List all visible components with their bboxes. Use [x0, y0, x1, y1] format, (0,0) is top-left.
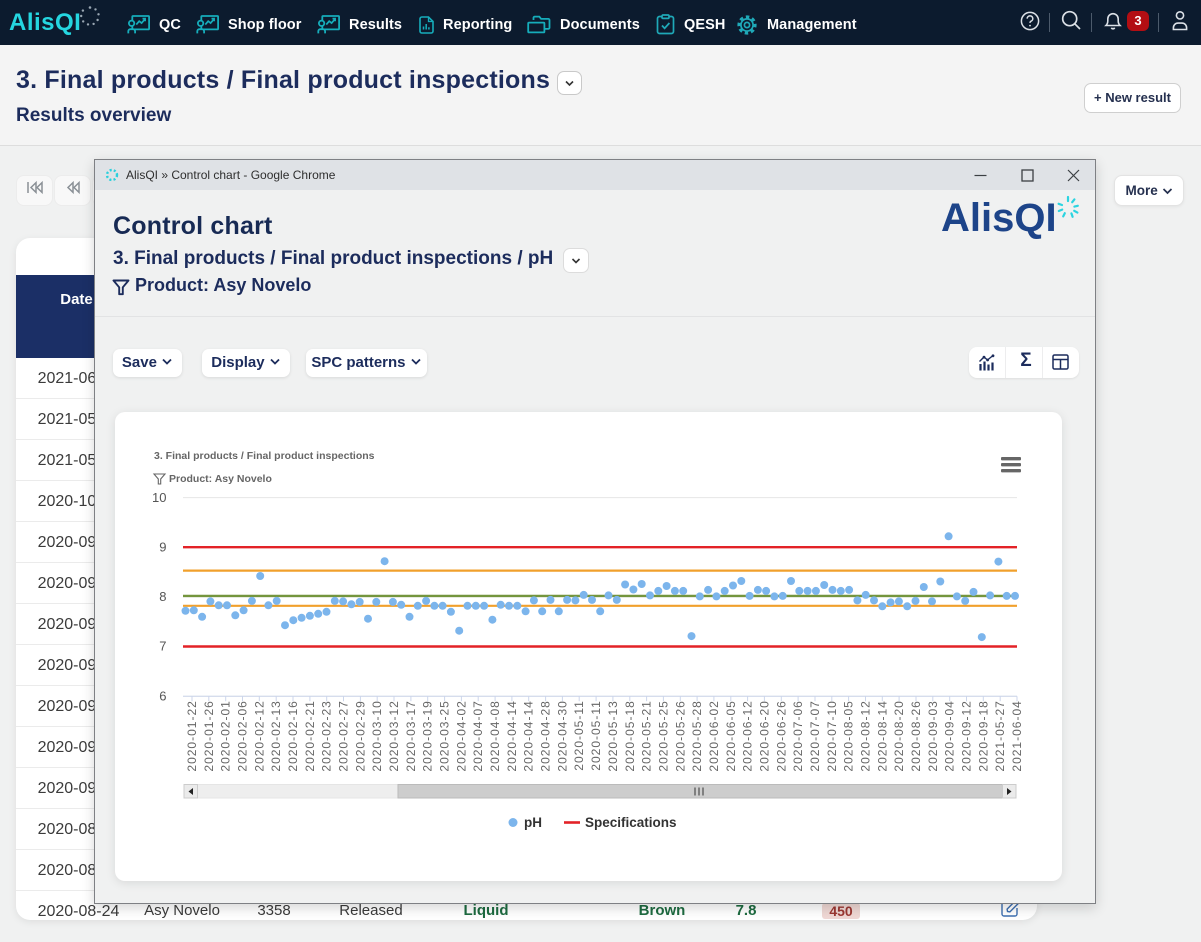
svg-text:2020-04-07: 2020-04-07: [471, 700, 485, 771]
svg-text:2020-08-05: 2020-08-05: [842, 700, 856, 771]
svg-text:2020-04-14: 2020-04-14: [505, 700, 519, 771]
svg-text:2020-02-01: 2020-02-01: [219, 700, 233, 771]
svg-text:2020-06-12: 2020-06-12: [741, 700, 755, 771]
svg-text:8: 8: [159, 589, 166, 604]
svg-text:3. Final products / Final prod: 3. Final products / Final product inspec…: [154, 450, 375, 462]
svg-text:2020-01-26: 2020-01-26: [202, 700, 216, 771]
svg-text:2020-02-27: 2020-02-27: [337, 700, 351, 771]
svg-text:2020-02-16: 2020-02-16: [286, 700, 300, 771]
svg-text:2020-04-02: 2020-04-02: [454, 700, 468, 771]
svg-text:9: 9: [159, 539, 166, 554]
svg-text:2020-05-26: 2020-05-26: [673, 700, 687, 771]
svg-text:2020-06-20: 2020-06-20: [757, 700, 771, 771]
svg-text:2020-09-03: 2020-09-03: [926, 700, 940, 771]
svg-text:2020-04-08: 2020-04-08: [488, 700, 502, 771]
svg-text:2020-08-26: 2020-08-26: [909, 700, 923, 771]
svg-text:2020-07-06: 2020-07-06: [791, 700, 805, 771]
svg-text:2020-09-04: 2020-09-04: [943, 700, 957, 771]
svg-text:2020-05-25: 2020-05-25: [656, 700, 670, 771]
svg-text:2020-08-20: 2020-08-20: [892, 700, 906, 771]
svg-text:Product: Asy Novelo: Product: Asy Novelo: [169, 473, 272, 485]
svg-text:2020-05-13: 2020-05-13: [606, 700, 620, 771]
svg-text:2020-03-10: 2020-03-10: [370, 700, 384, 771]
svg-text:2020-02-29: 2020-02-29: [353, 700, 367, 771]
svg-text:2020-05-21: 2020-05-21: [640, 700, 654, 771]
svg-text:2020-03-12: 2020-03-12: [387, 700, 401, 771]
svg-text:2020-08-14: 2020-08-14: [875, 700, 889, 771]
svg-text:2020-05-28: 2020-05-28: [690, 700, 704, 771]
svg-text:2020-06-26: 2020-06-26: [774, 700, 788, 771]
svg-text:2020-03-25: 2020-03-25: [438, 700, 452, 771]
svg-text:6: 6: [159, 688, 166, 703]
svg-text:Specifications: Specifications: [585, 815, 677, 830]
svg-text:2021-06-04: 2021-06-04: [1010, 700, 1024, 771]
svg-text:2020-03-19: 2020-03-19: [421, 700, 435, 771]
svg-text:2021-05-27: 2021-05-27: [993, 700, 1007, 771]
svg-text:2020-06-05: 2020-06-05: [724, 700, 738, 771]
svg-text:2020-05-11: 2020-05-11: [589, 700, 603, 771]
svg-text:2020-09-18: 2020-09-18: [976, 700, 990, 771]
svg-text:7: 7: [159, 639, 166, 654]
svg-text:2020-08-12: 2020-08-12: [859, 700, 873, 771]
svg-text:2020-07-10: 2020-07-10: [825, 700, 839, 771]
svg-text:2020-06-02: 2020-06-02: [707, 700, 721, 771]
svg-text:2020-03-17: 2020-03-17: [404, 700, 418, 771]
svg-text:2020-05-11: 2020-05-11: [572, 700, 586, 771]
svg-text:2020-04-14: 2020-04-14: [522, 700, 536, 771]
svg-text:2020-02-12: 2020-02-12: [252, 700, 266, 771]
svg-text:2020-02-06: 2020-02-06: [236, 700, 250, 771]
svg-text:2020-01-22: 2020-01-22: [185, 700, 199, 771]
svg-text:10: 10: [152, 490, 166, 505]
svg-text:2020-02-13: 2020-02-13: [269, 700, 283, 771]
svg-text:2020-07-07: 2020-07-07: [808, 700, 822, 771]
svg-text:2020-02-23: 2020-02-23: [320, 700, 334, 771]
svg-text:2020-04-28: 2020-04-28: [539, 700, 553, 771]
svg-text:2020-02-21: 2020-02-21: [303, 700, 317, 771]
svg-text:2020-05-18: 2020-05-18: [623, 700, 637, 771]
svg-text:2020-04-30: 2020-04-30: [555, 700, 569, 771]
svg-text:2020-09-12: 2020-09-12: [960, 700, 974, 771]
svg-text:pH: pH: [524, 815, 542, 830]
